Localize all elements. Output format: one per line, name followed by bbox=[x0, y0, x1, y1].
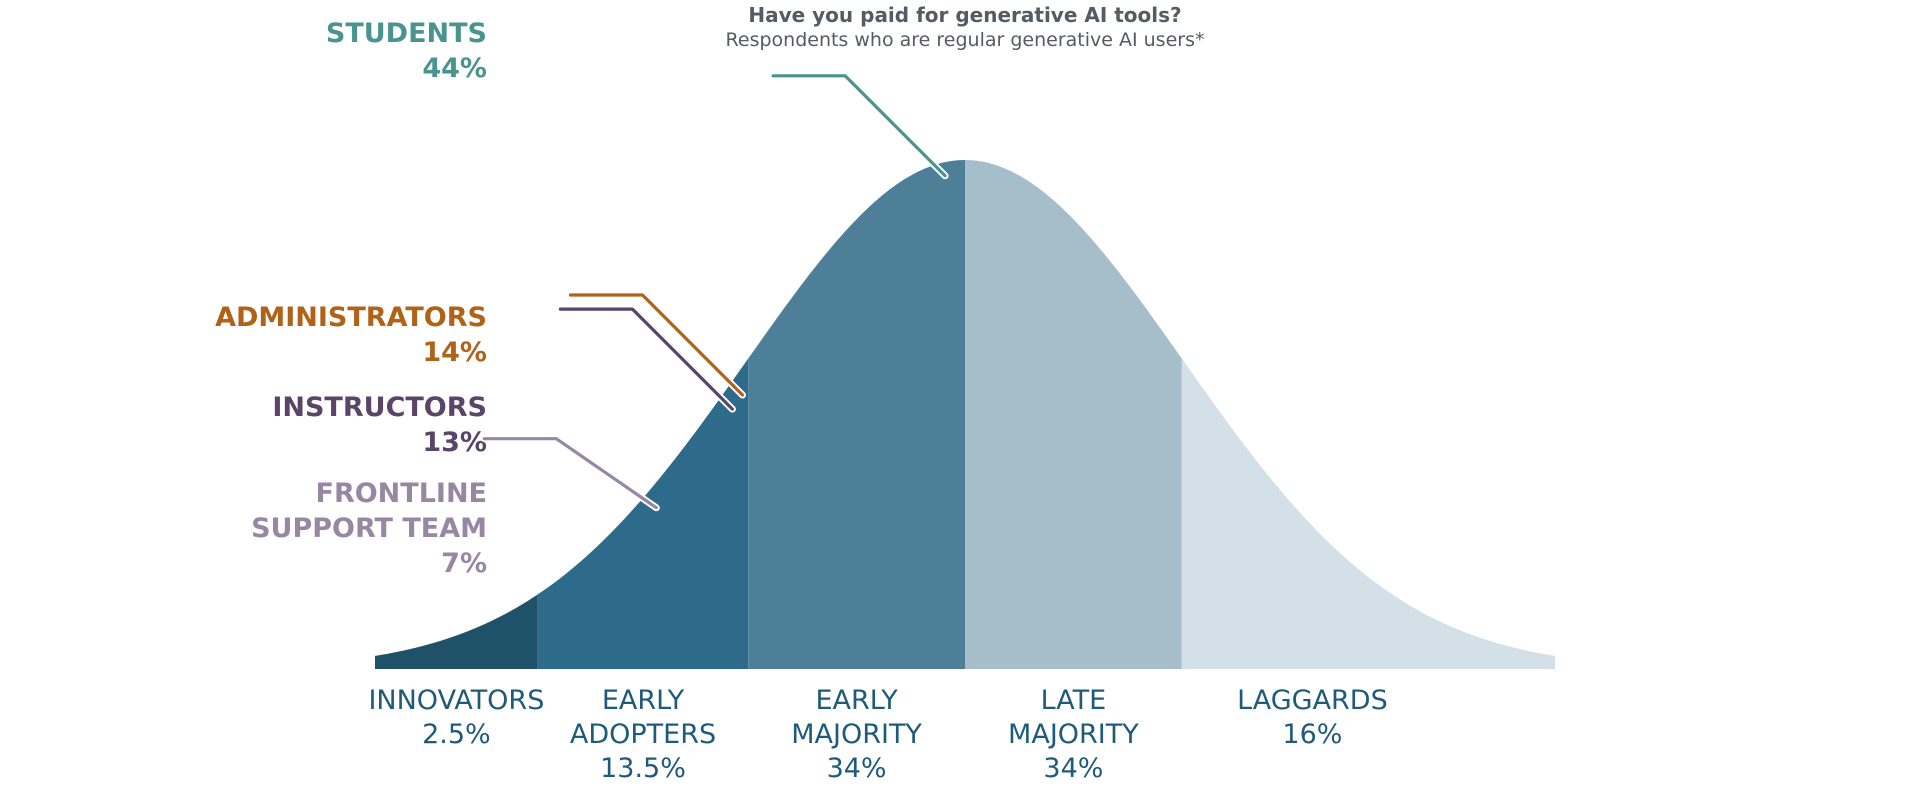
leader-line-frontline-support-team bbox=[482, 437, 658, 510]
segment-early-adopters bbox=[537, 358, 749, 669]
group-label-instructors: INSTRUCTORS 13% bbox=[272, 392, 487, 458]
segment-labels: INNOVATORS 2.5% EARLY ADOPTERS 13.5% EARLY MAJ… bbox=[368, 685, 1387, 784]
segment-label-laggards: LAGGARDS 16% bbox=[1237, 685, 1388, 750]
chart-subtitle: Respondents who are regular generative A… bbox=[726, 29, 1205, 51]
group-label-frontline-support-team: FRONTLINE SUPPORT TEAM 7% bbox=[251, 478, 487, 579]
chart-title: Have you paid for generative AI tools? bbox=[748, 3, 1181, 27]
segment-label-early-adopters: EARLY ADOPTERS 13.5% bbox=[570, 685, 716, 784]
segment-label-innovators: INNOVATORS 2.5% bbox=[368, 685, 544, 750]
leader-line-administrators bbox=[568, 293, 745, 397]
segment-early-majority bbox=[748, 160, 965, 669]
group-label-students: STUDENTS 44% bbox=[326, 18, 487, 84]
curve-segments bbox=[375, 160, 1555, 669]
segment-label-late-majority: LATE MAJORITY 34% bbox=[1008, 685, 1139, 784]
group-callouts: STUDENTS 44% ADMINISTRATORS 14% INSTRUCTORS 1… bbox=[215, 18, 949, 579]
segment-late-majority bbox=[965, 160, 1182, 669]
segment-innovators bbox=[375, 594, 538, 669]
leader-line-instructors bbox=[558, 307, 734, 411]
segment-label-early-majority: EARLY MAJORITY 34% bbox=[791, 685, 922, 784]
leader-line-students bbox=[771, 74, 947, 178]
group-label-administrators: ADMINISTRATORS 14% bbox=[215, 302, 487, 368]
segment-laggards bbox=[1181, 358, 1555, 669]
